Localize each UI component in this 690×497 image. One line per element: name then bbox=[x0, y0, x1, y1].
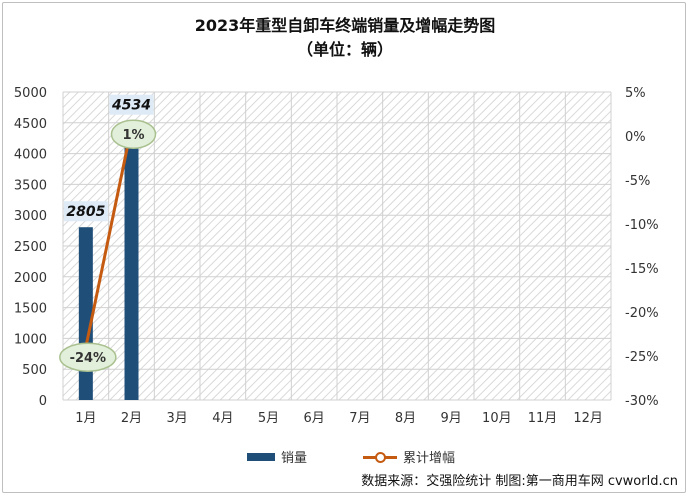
legend-bar-swatch bbox=[247, 452, 275, 461]
legend-item-sales: 销量 bbox=[247, 447, 307, 466]
legend: 销量 累计增幅 bbox=[0, 447, 690, 466]
growth-value-label: -24% bbox=[70, 351, 107, 366]
y-left-tick-label: 2500 bbox=[14, 240, 47, 255]
y-right-tick-label: -30% bbox=[625, 394, 659, 409]
y-right-tick-label: 5% bbox=[625, 86, 646, 101]
bar bbox=[78, 227, 93, 400]
x-tick-label: 12月 bbox=[573, 411, 603, 426]
y-right-tick-label: -5% bbox=[625, 174, 650, 189]
y-left-tick-label: 4000 bbox=[14, 148, 47, 163]
growth-label-bubble bbox=[59, 342, 117, 372]
y-left-tick-label: 4500 bbox=[14, 117, 47, 132]
y-left-tick-label: 0 bbox=[39, 394, 47, 409]
y-left-tick-label: 500 bbox=[22, 363, 47, 378]
chart-title: 2023年重型自卸车终端销量及增幅走势图 bbox=[194, 16, 496, 35]
y-right-tick-label: -20% bbox=[625, 306, 659, 321]
bar-label-bg bbox=[109, 94, 154, 115]
x-tick-label: 5月 bbox=[258, 411, 279, 426]
growth-line bbox=[84, 126, 133, 348]
x-tick-label: 2月 bbox=[121, 411, 142, 426]
y-left-tick-label: 2000 bbox=[14, 271, 47, 286]
bar-value-label: 4534 bbox=[111, 98, 151, 114]
legend-item-growth: 累计增幅 bbox=[363, 447, 455, 466]
bar-label-bg bbox=[63, 201, 108, 222]
y-left-tick-label: 3000 bbox=[14, 209, 47, 224]
x-tick-label: 3月 bbox=[167, 411, 188, 426]
x-tick-label: 4月 bbox=[212, 411, 233, 426]
bar-value-label: 2805 bbox=[66, 204, 105, 220]
legend-label-growth: 累计增幅 bbox=[403, 451, 456, 466]
y-right-tick-label: 0% bbox=[625, 130, 646, 145]
bar bbox=[124, 120, 139, 400]
y-left-tick-label: 5000 bbox=[14, 86, 47, 101]
x-tick-label: 11月 bbox=[528, 411, 558, 426]
y-right-tick-label: -10% bbox=[625, 218, 659, 233]
legend-line-swatch bbox=[363, 451, 397, 463]
x-tick-label: 6月 bbox=[304, 411, 325, 426]
source-note: 数据来源：交强险统计 制图:第一商用车网 cvworld.cn bbox=[361, 474, 678, 489]
y-left-tick-label: 3500 bbox=[14, 178, 47, 193]
x-tick-label: 10月 bbox=[482, 411, 512, 426]
x-tick-label: 8月 bbox=[395, 411, 416, 426]
y-left-tick-label: 1000 bbox=[14, 332, 47, 347]
legend-label-sales: 销量 bbox=[281, 451, 308, 466]
x-tick-label: 7月 bbox=[349, 411, 370, 426]
y-left-tick-label: 1500 bbox=[14, 302, 47, 317]
x-tick-label: 9月 bbox=[441, 411, 462, 426]
growth-label-bubble bbox=[110, 119, 157, 149]
growth-value-label: 1% bbox=[122, 128, 144, 143]
y-right-tick-label: -25% bbox=[625, 350, 659, 365]
chart-subtitle: （单位：辆） bbox=[296, 40, 393, 59]
x-tick-label: 1月 bbox=[75, 411, 96, 426]
y-right-tick-label: -15% bbox=[625, 262, 659, 277]
